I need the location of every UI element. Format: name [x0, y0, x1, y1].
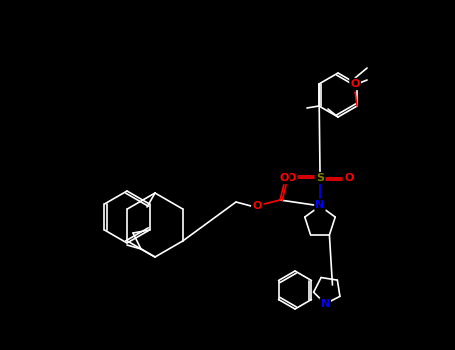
Text: O: O [286, 173, 296, 183]
Text: N: N [321, 299, 330, 309]
Text: N: N [315, 200, 324, 210]
Text: O: O [253, 201, 262, 211]
Text: O: O [350, 79, 360, 89]
Text: S: S [316, 173, 324, 183]
Text: O: O [279, 173, 288, 183]
Text: O: O [344, 173, 354, 183]
